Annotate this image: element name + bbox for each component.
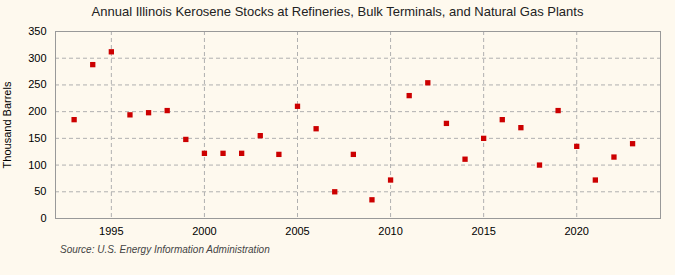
svg-text:2005: 2005 — [285, 225, 309, 237]
svg-text:0: 0 — [40, 212, 46, 224]
html-text:Source: U.S. Energy Informatio: Source: U.S. Energy Information Administ… — [60, 244, 270, 255]
html-text:Annual Illinois Kerosene Stock: Annual Illinois Kerosene Stocks at Refin… — [91, 4, 584, 19]
svg-text:150: 150 — [28, 132, 46, 144]
svg-text:Thousand Barrels: Thousand Barrels — [1, 81, 13, 168]
svg-text:2020: 2020 — [564, 225, 588, 237]
svg-text:100: 100 — [28, 159, 46, 171]
svg-text:350: 350 — [28, 25, 46, 37]
svg-text:300: 300 — [28, 52, 46, 64]
svg-text:250: 250 — [28, 78, 46, 90]
svg-text:1995: 1995 — [99, 225, 123, 237]
svg-text:2010: 2010 — [378, 225, 402, 237]
svg-text:200: 200 — [28, 105, 46, 117]
svg-text:50: 50 — [34, 185, 46, 197]
svg-text:2015: 2015 — [471, 225, 495, 237]
svg-text:2000: 2000 — [192, 225, 216, 237]
